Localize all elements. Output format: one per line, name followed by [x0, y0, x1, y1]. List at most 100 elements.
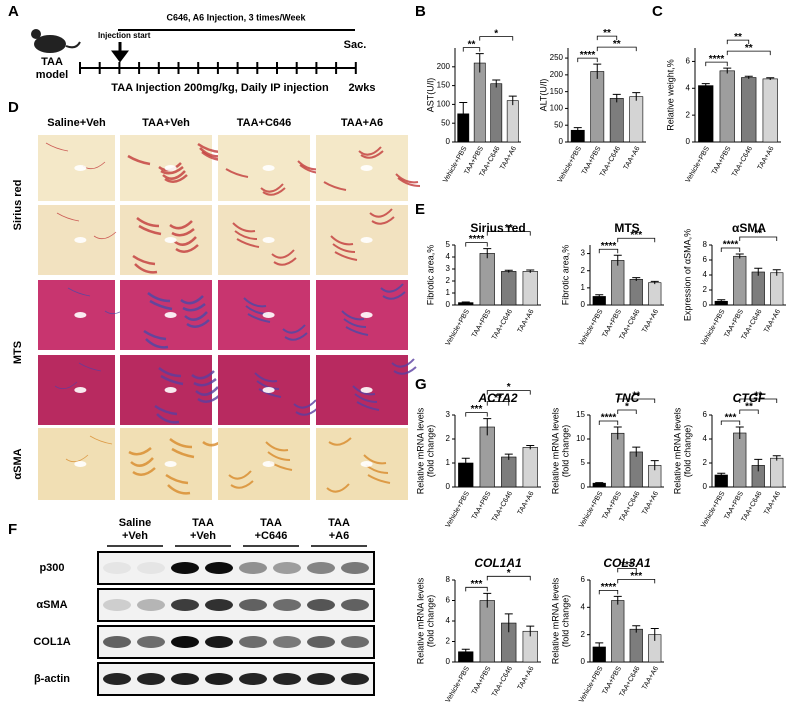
y-tick-label: 0 — [446, 300, 451, 309]
tissue-feature — [271, 249, 295, 259]
tissue-feature — [345, 326, 369, 336]
tissue-feature — [293, 399, 317, 409]
bar — [741, 77, 757, 143]
blot-band — [273, 599, 301, 611]
blot-band — [239, 562, 267, 574]
blot-band — [205, 599, 233, 611]
y-tick-label: 6 — [686, 57, 691, 66]
error-bar — [461, 648, 470, 655]
y-axis-label: (fold change) — [425, 595, 435, 648]
tissue-feature — [332, 243, 356, 253]
blot-band — [307, 673, 335, 685]
y-tick-label: 0 — [559, 137, 564, 146]
tissue-feature — [393, 366, 417, 375]
significance-bracket — [479, 36, 514, 41]
y-tick-label: 6 — [703, 410, 708, 419]
significance-bracket — [739, 398, 778, 403]
x-tick-label: TAA+C646 — [731, 145, 754, 178]
vessel — [262, 237, 275, 243]
vessel — [74, 237, 87, 243]
significance-label: * — [507, 568, 511, 579]
y-tick-label: 15 — [576, 410, 585, 419]
error-bar — [595, 482, 604, 484]
bar — [506, 100, 519, 143]
bar — [762, 78, 778, 143]
blot-band — [103, 673, 131, 685]
bar — [473, 62, 486, 143]
tissue-feature — [175, 244, 199, 253]
bar — [592, 482, 606, 488]
y-tick-label: 2 — [581, 630, 586, 639]
x-tick-label: TAA+A6 — [517, 490, 536, 516]
tissue-feature — [160, 374, 184, 386]
bar — [522, 271, 538, 306]
vessel — [360, 461, 373, 467]
bar — [590, 71, 605, 143]
significance-bracket — [486, 390, 531, 395]
y-axis-label: Fibrotic area,% — [560, 245, 570, 306]
error-bar — [613, 426, 622, 440]
error-bar — [772, 455, 781, 461]
vessel — [262, 461, 275, 467]
significance-bracket — [705, 61, 728, 67]
error-bar — [632, 92, 641, 101]
error-bar — [632, 625, 641, 633]
error-bar — [650, 280, 659, 285]
significance-label: **** — [709, 54, 725, 65]
tissue-feature — [367, 474, 391, 484]
significance-label: *** — [621, 560, 633, 571]
bar — [629, 278, 643, 306]
y-tick-label: 0 — [446, 137, 451, 146]
tissue-feature — [191, 370, 215, 380]
y-tick-label: 4 — [703, 270, 708, 279]
tissue-feature — [167, 484, 191, 495]
group-label: TAA — [260, 517, 282, 529]
vessel — [74, 461, 87, 467]
tissue-feature — [154, 404, 178, 416]
y-tick-label: 2 — [703, 285, 708, 294]
tissue-feature — [284, 332, 308, 341]
blot-band — [171, 636, 199, 648]
tissue-feature — [262, 187, 286, 196]
significance-label: *** — [725, 413, 737, 424]
x-tick-label: Vehicle+PBS — [685, 145, 712, 184]
bar — [611, 260, 625, 306]
x-tick-label: TAA+A6 — [517, 308, 536, 334]
bar — [611, 432, 625, 488]
injection-label: C646, A6 Injection, 3 times/Week — [166, 12, 306, 22]
y-tick-label: 100 — [550, 104, 564, 113]
x-tick-label: Vehicle+PBS — [700, 308, 727, 347]
bar — [479, 426, 495, 488]
y-tick-label: 0 — [686, 137, 691, 146]
y-tick-label: 5 — [581, 458, 586, 467]
bar — [648, 282, 662, 306]
row-label: MTS — [12, 341, 24, 364]
bar — [629, 451, 643, 488]
bar — [501, 271, 517, 306]
significance-label: ** — [505, 223, 513, 234]
blot-band — [137, 599, 165, 611]
tissue-feature — [326, 483, 350, 493]
tissue-feature — [256, 380, 280, 390]
tissue-feature — [343, 318, 367, 328]
row-label: COL1A — [33, 636, 70, 648]
blot-band — [205, 636, 233, 648]
blot-band — [341, 636, 369, 648]
error-bar — [526, 444, 535, 450]
western-blot: Saline+VehTAA+VehTAA+C646TAA+A6p300αSMAC… — [33, 517, 375, 696]
blot-band — [103, 562, 131, 574]
significance-label: **** — [469, 234, 485, 245]
group-label: +Veh — [190, 530, 216, 542]
error-bar — [573, 127, 582, 133]
y-axis-label: Relative mRNA levels — [550, 577, 560, 664]
y-tick-label: 6 — [446, 596, 451, 605]
significance-bracket — [720, 420, 741, 425]
tissue-feature — [360, 150, 384, 159]
significance-bracket — [598, 248, 619, 254]
error-bar — [650, 628, 659, 641]
blot-band — [137, 562, 165, 574]
tissue-feature — [236, 238, 260, 248]
vessel — [262, 387, 275, 393]
significance-label: *** — [471, 404, 483, 415]
significance-bracket — [617, 409, 637, 414]
